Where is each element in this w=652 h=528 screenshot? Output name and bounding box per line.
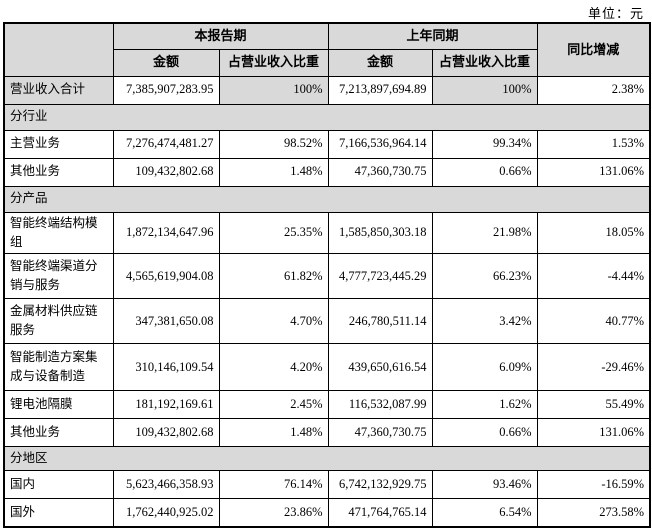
- yoy-cell: -4.44%: [536, 253, 651, 300]
- unit-label: 单位：元: [587, 6, 644, 21]
- current-share-cell: 100%: [218, 75, 329, 105]
- current-share-cell: 61.82%: [218, 253, 329, 300]
- header-prior-amount: 金额: [327, 48, 433, 77]
- table-row-metal-supply-chain: 金属材料供应链服务 347,381,650.08 4.70% 246,780,5…: [3, 298, 651, 345]
- current-amount-cell: 1,872,134,647.96: [112, 211, 220, 255]
- yoy-cell: -29.46%: [536, 343, 651, 392]
- revenue-breakdown-table: 本报告期 上年同期 同比增减 金额 占营业收入比重 金额 占营业收入比重 营业收…: [3, 22, 652, 528]
- current-share-cell: 4.70%: [218, 298, 329, 345]
- current-share-cell: 25.35%: [218, 211, 329, 255]
- prior-amount-cell: 1,585,850,303.18: [327, 211, 433, 255]
- row-label: 其他业务: [3, 418, 114, 448]
- prior-share-cell: 6.54%: [431, 498, 538, 528]
- prior-amount-cell: 6,742,132,929.75: [327, 470, 433, 500]
- header-current-share: 占营业收入比重: [218, 48, 329, 77]
- yoy-cell: 40.77%: [536, 298, 651, 345]
- prior-share-cell: 99.34%: [431, 129, 538, 159]
- current-amount-cell: 181,192,169.61: [112, 390, 220, 420]
- prior-share-cell: 0.66%: [431, 157, 538, 187]
- section-row-by-industry: 分行业: [3, 103, 651, 131]
- table-row-battery-separator: 锂电池隔膜 181,192,169.61 2.45% 116,532,087.9…: [3, 390, 651, 420]
- section-row-by-region: 分地区: [3, 446, 651, 472]
- row-label: 国内: [3, 470, 114, 500]
- prior-amount-cell: 47,360,730.75: [327, 157, 433, 187]
- section-label: 分行业: [3, 103, 651, 131]
- yoy-cell: 131.06%: [536, 157, 651, 187]
- prior-share-cell: 6.09%: [431, 343, 538, 392]
- current-amount-cell: 109,432,802.68: [112, 157, 220, 187]
- current-amount-cell: 1,762,440,925.02: [112, 498, 220, 528]
- row-label: 智能终端渠道分销与服务: [3, 253, 114, 300]
- header-yoy-change: 同比增减: [536, 22, 651, 77]
- prior-share-cell: 93.46%: [431, 470, 538, 500]
- table-row-smart-manufacturing: 智能制造方案集成与设备制造 310,146,109.54 4.20% 439,6…: [3, 343, 651, 392]
- current-amount-cell: 310,146,109.54: [112, 343, 220, 392]
- yoy-cell: 131.06%: [536, 418, 651, 448]
- table-row-overseas: 国外 1,762,440,925.02 23.86% 471,764,765.1…: [3, 498, 651, 528]
- row-label: 智能终端结构模组: [3, 211, 114, 255]
- prior-share-cell: 21.98%: [431, 211, 538, 255]
- table-row-other-business-industry: 其他业务 109,432,802.68 1.48% 47,360,730.75 …: [3, 157, 651, 187]
- current-share-cell: 76.14%: [218, 470, 329, 500]
- current-share-cell: 2.45%: [218, 390, 329, 420]
- table-row-distribution-services: 智能终端渠道分销与服务 4,565,619,904.08 61.82% 4,77…: [3, 253, 651, 300]
- header-prior-share: 占营业收入比重: [431, 48, 538, 77]
- prior-share-cell: 100%: [431, 75, 538, 105]
- table-row-smart-terminal-modules: 智能终端结构模组 1,872,134,647.96 25.35% 1,585,8…: [3, 211, 651, 255]
- section-label: 分产品: [3, 185, 651, 213]
- prior-amount-cell: 246,780,511.14: [327, 298, 433, 345]
- header-row-groups: 本报告期 上年同期 同比增减: [3, 22, 651, 77]
- row-label: 其他业务: [3, 157, 114, 187]
- current-amount-cell: 4,565,619,904.08: [112, 253, 220, 300]
- prior-share-cell: 66.23%: [431, 253, 538, 300]
- row-label: 主营业务: [3, 129, 114, 159]
- current-amount-cell: 109,432,802.68: [112, 418, 220, 448]
- table-row-main-business: 主营业务 7,276,474,481.27 98.52% 7,166,536,9…: [3, 129, 651, 159]
- table-row-total-revenue: 营业收入合计 7,385,907,283.95 100% 7,213,897,6…: [3, 75, 651, 105]
- current-share-cell: 4.20%: [218, 343, 329, 392]
- section-row-by-product: 分产品: [3, 185, 651, 213]
- header-current-period: 本报告期: [112, 22, 329, 50]
- yoy-cell: -16.59%: [536, 470, 651, 500]
- header-blank-cell: [3, 22, 114, 77]
- current-amount-cell: 5,623,466,358.93: [112, 470, 220, 500]
- prior-amount-cell: 47,360,730.75: [327, 418, 433, 448]
- row-label: 营业收入合计: [3, 75, 114, 105]
- current-share-cell: 1.48%: [218, 418, 329, 448]
- prior-share-cell: 0.66%: [431, 418, 538, 448]
- table-row-other-business-product: 其他业务 109,432,802.68 1.48% 47,360,730.75 …: [3, 418, 651, 448]
- header-row-subcolumns: 金额 占营业收入比重 金额 占营业收入比重: [4, 48, 650, 77]
- yoy-cell: 2.38%: [536, 75, 651, 105]
- current-share-cell: 1.48%: [218, 157, 329, 187]
- row-label: 智能制造方案集成与设备制造: [3, 343, 114, 392]
- prior-amount-cell: 116,532,087.99: [327, 390, 433, 420]
- current-share-cell: 23.86%: [218, 498, 329, 528]
- yoy-cell: 1.53%: [536, 129, 651, 159]
- row-label: 金属材料供应链服务: [3, 298, 114, 345]
- section-label: 分地区: [3, 446, 651, 472]
- prior-share-cell: 3.42%: [431, 298, 538, 345]
- header-current-amount: 金额: [112, 48, 220, 77]
- header-prior-period: 上年同期: [327, 22, 538, 50]
- prior-amount-cell: 7,166,536,964.14: [327, 129, 433, 159]
- prior-share-cell: 1.62%: [431, 390, 538, 420]
- row-label: 锂电池隔膜: [3, 390, 114, 420]
- current-amount-cell: 347,381,650.08: [112, 298, 220, 345]
- prior-amount-cell: 471,764,765.14: [327, 498, 433, 528]
- current-share-cell: 98.52%: [218, 129, 329, 159]
- yoy-cell: 18.05%: [536, 211, 651, 255]
- yoy-cell: 55.49%: [536, 390, 651, 420]
- current-amount-cell: 7,276,474,481.27: [112, 129, 220, 159]
- prior-amount-cell: 4,777,723,445.29: [327, 253, 433, 300]
- prior-amount-cell: 439,650,616.54: [327, 343, 433, 392]
- row-label: 国外: [3, 498, 114, 528]
- yoy-cell: 273.58%: [536, 498, 651, 528]
- table-row-domestic: 国内 5,623,466,358.93 76.14% 6,742,132,929…: [3, 470, 651, 500]
- prior-amount-cell: 7,213,897,694.89: [327, 75, 433, 105]
- current-amount-cell: 7,385,907,283.95: [112, 75, 220, 105]
